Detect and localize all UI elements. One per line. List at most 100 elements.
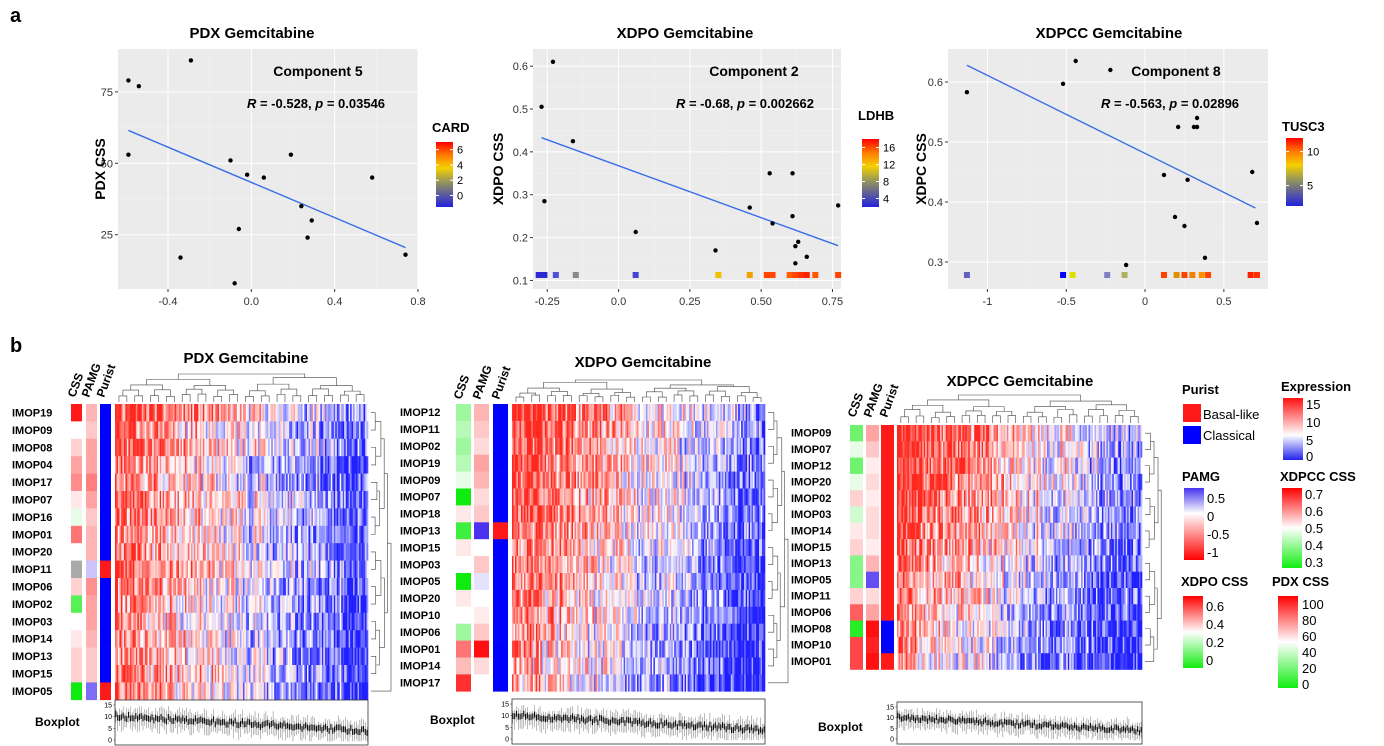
heatmap-cell [347,473,349,492]
heatmap-cell [528,420,531,439]
heatmap-cell [129,543,132,561]
heatmap-cell [577,420,580,439]
heatmap-cell [329,473,332,492]
heatmap-cell [360,578,363,596]
heatmap-cell [671,437,674,455]
heatmap-cell [763,471,766,489]
heatmap-cell [245,612,248,631]
heatmap-cell [353,525,355,544]
heatmap-cell [248,508,251,527]
heatmap-cell [210,647,213,666]
heatmap-cell [353,438,355,457]
heatmap-cell [254,543,257,561]
heatmap-cell [750,437,752,455]
heatmap-cell [240,456,242,474]
heatmap-cell [577,471,580,489]
heatmap-cell [280,438,282,457]
heatmap-cell [263,456,266,474]
heatmap-cell [153,543,156,561]
heatmap-cell [306,508,309,527]
heatmap-cell [269,647,272,666]
heatmap-cell [552,488,554,506]
heatmap-cell [540,488,543,506]
heatmap-cell [611,404,614,422]
heatmap-cell [534,454,537,472]
heatmap-cell [257,595,260,614]
heatmap-cell [683,437,685,455]
heatmap-cell [323,421,326,440]
heatmap-cell [152,456,154,474]
heatmap-cell [266,525,269,544]
heatmap-cell [620,505,623,523]
heatmap-cell [178,508,181,527]
heatmap-cell [281,682,284,701]
heatmap-cell [514,522,517,540]
heatmap-cell [583,454,586,472]
heatmap-cell [308,647,311,666]
heatmap-cell [228,682,230,701]
heatmap-cell [318,612,321,631]
heatmap-cell [629,420,632,439]
data-point [964,90,970,95]
heatmap-cell [629,404,632,422]
pamg-annotation-cell [474,404,489,422]
heatmap-cell [299,612,302,631]
heatmap-cell [168,491,171,509]
heatmap-cell [141,421,144,440]
heatmap-cell [586,505,589,523]
heatmap-cell [350,665,352,683]
heatmap-cell [512,404,514,422]
heatmap-cell [644,471,647,489]
heatmap-cell [274,438,277,457]
heatmap-cell [692,437,694,455]
heatmap-cell [178,421,181,440]
stat-r-value: = -0.563, [1110,96,1169,111]
heatmap-cell [341,630,343,648]
heatmap-cell [302,595,305,614]
heatmap-cell [538,404,541,422]
heatmap-cell [695,471,697,489]
heatmap-cell [235,421,238,440]
heatmap-cell [335,665,338,683]
heatmap-cell [237,665,239,683]
heatmap-cell [193,525,196,544]
heatmap-cell [305,473,308,492]
row-label: IMOP09 [12,425,52,437]
heatmap-cell [320,404,323,422]
heatmap-cell [234,682,236,701]
purist-annotation-cell [100,404,111,422]
column-dendrogram-branch [709,390,726,397]
heatmap-cell [144,665,147,683]
row-label: IMOP06 [12,582,52,594]
heatmap-cell [123,491,126,509]
heatmap-cell [546,404,549,422]
heatmap-cell [642,505,645,523]
heatmap-cell [336,456,339,474]
heatmap-cell [240,491,242,509]
heatmap-cell [164,491,166,509]
heatmap-cell [642,404,645,422]
heatmap-cell [199,438,202,457]
heatmap-cell [614,471,617,489]
heatmap-cell [362,595,364,614]
heatmap-cell [665,437,668,455]
heatmap-cell [317,647,320,666]
heatmap-cell [362,612,364,631]
heatmap-cell [753,488,755,506]
pamg-annotation-cell [474,573,489,591]
heatmap-cell [693,471,696,489]
heatmap-cell [362,560,364,579]
heatmap-cell [738,505,740,523]
heatmap-cell [187,612,190,631]
heatmap-cell [250,612,253,631]
heatmap-cell [219,665,221,683]
heatmap-cell [147,665,150,683]
heatmap-cell [305,525,308,544]
heatmap-cell [529,454,532,472]
heatmap-cell [204,630,207,648]
row-label: IMOP11 [12,564,52,576]
heatmap-cell [254,595,257,614]
heatmap-cell [280,543,282,561]
heatmap-cell [705,404,708,422]
heatmap-cell [167,525,169,544]
